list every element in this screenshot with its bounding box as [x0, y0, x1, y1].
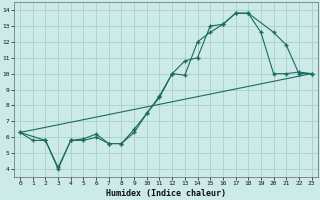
X-axis label: Humidex (Indice chaleur): Humidex (Indice chaleur)	[106, 189, 226, 198]
